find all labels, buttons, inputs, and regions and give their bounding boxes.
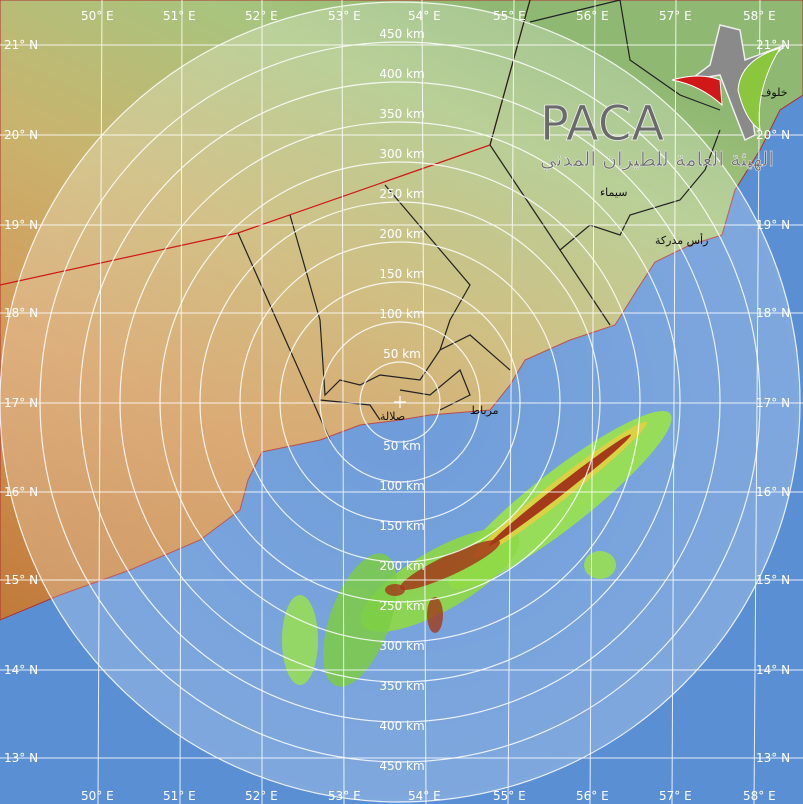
latitude-label: 13° N [4, 751, 38, 765]
range-ring-label: 450 km [379, 759, 424, 773]
radar-echoes [282, 411, 672, 687]
logo-text: PACA [540, 96, 664, 152]
longitude-label: 57° E [659, 9, 692, 23]
latitude-label: 18° N [4, 306, 38, 320]
longitude-label: 51° E [163, 9, 196, 23]
longitude-label: 57° E [659, 789, 692, 803]
place-label-khaluf: خلوف [760, 86, 788, 99]
range-ring [239, 241, 561, 563]
range-ring [199, 201, 601, 603]
range-ring-label: 250 km [379, 599, 424, 613]
range-ring-label: 150 km [379, 519, 424, 533]
place-label-mirbat: مرباط [470, 404, 499, 417]
place-label-ras-madrakah: رأس مدركة [655, 233, 708, 247]
range-ring [359, 361, 441, 443]
latitude-label: 18° N [756, 306, 790, 320]
longitude-label: 58° E [743, 789, 776, 803]
place-label-sima: سيماء [600, 186, 627, 199]
range-ring-label: 400 km [379, 719, 424, 733]
longitude-label: 50° E [81, 9, 114, 23]
range-ring-label: 300 km [379, 147, 424, 161]
longitude-label: 54° E [408, 789, 441, 803]
range-ring-label: 200 km [379, 559, 424, 573]
range-ring [159, 161, 641, 643]
range-ring [39, 41, 761, 763]
latitude-label: 20° N [756, 128, 790, 142]
range-ring-label: 100 km [379, 307, 424, 321]
range-ring-label: 450 km [379, 27, 424, 41]
range-ring-label: 50 km [383, 439, 421, 453]
longitude-label: 53° E [328, 9, 361, 23]
range-ring-label: 300 km [379, 639, 424, 653]
range-ring [279, 281, 521, 523]
longitude-label: 55° E [493, 789, 526, 803]
longitude-label: 53° E [328, 789, 361, 803]
range-ring-label: 350 km [379, 107, 424, 121]
place-label-salalah: صلالة [380, 410, 405, 423]
range-ring [79, 81, 721, 723]
latitude-label: 16° N [756, 485, 790, 499]
range-ring-label: 400 km [379, 67, 424, 81]
logo-arabic: الهيئة العامة للطيران المدني [540, 147, 774, 172]
latitude-label: 21° N [4, 38, 38, 52]
paca-logo: PACA الهيئة العامة للطيران المدني [540, 24, 786, 172]
latitude-label: 17° N [4, 396, 38, 410]
latitude-label: 17° N [756, 396, 790, 410]
range-ring [319, 321, 481, 483]
latitude-label: 14° N [4, 663, 38, 677]
range-ring [119, 121, 681, 683]
latitude-label: 15° N [756, 573, 790, 587]
latitude-label: 19° N [4, 218, 38, 232]
borders [0, 0, 721, 441]
longitude-label: 52° E [245, 789, 278, 803]
latitude-label: 16° N [4, 485, 38, 499]
range-ring-label: 50 km [383, 347, 421, 361]
latitude-label: 19° N [756, 218, 790, 232]
longitude-label: 55° E [493, 9, 526, 23]
longitude-label: 52° E [245, 9, 278, 23]
latitude-label: 15° N [4, 573, 38, 587]
longitude-label: 50° E [81, 789, 114, 803]
range-ring-label: 150 km [379, 267, 424, 281]
range-ring-label: 100 km [379, 479, 424, 493]
latitude-label: 14° N [756, 663, 790, 677]
latitude-label: 13° N [756, 751, 790, 765]
longitude-label: 58° E [743, 9, 776, 23]
range-ring-label: 200 km [379, 227, 424, 241]
range-ring-label: 250 km [379, 187, 424, 201]
longitude-label: 56° E [576, 789, 609, 803]
latitude-label: 20° N [4, 128, 38, 142]
radar-center-icon [394, 396, 406, 408]
longitude-label: 54° E [408, 9, 441, 23]
longitude-label: 51° E [163, 789, 196, 803]
longitude-label: 56° E [576, 9, 609, 23]
range-ring-label: 350 km [379, 679, 424, 693]
